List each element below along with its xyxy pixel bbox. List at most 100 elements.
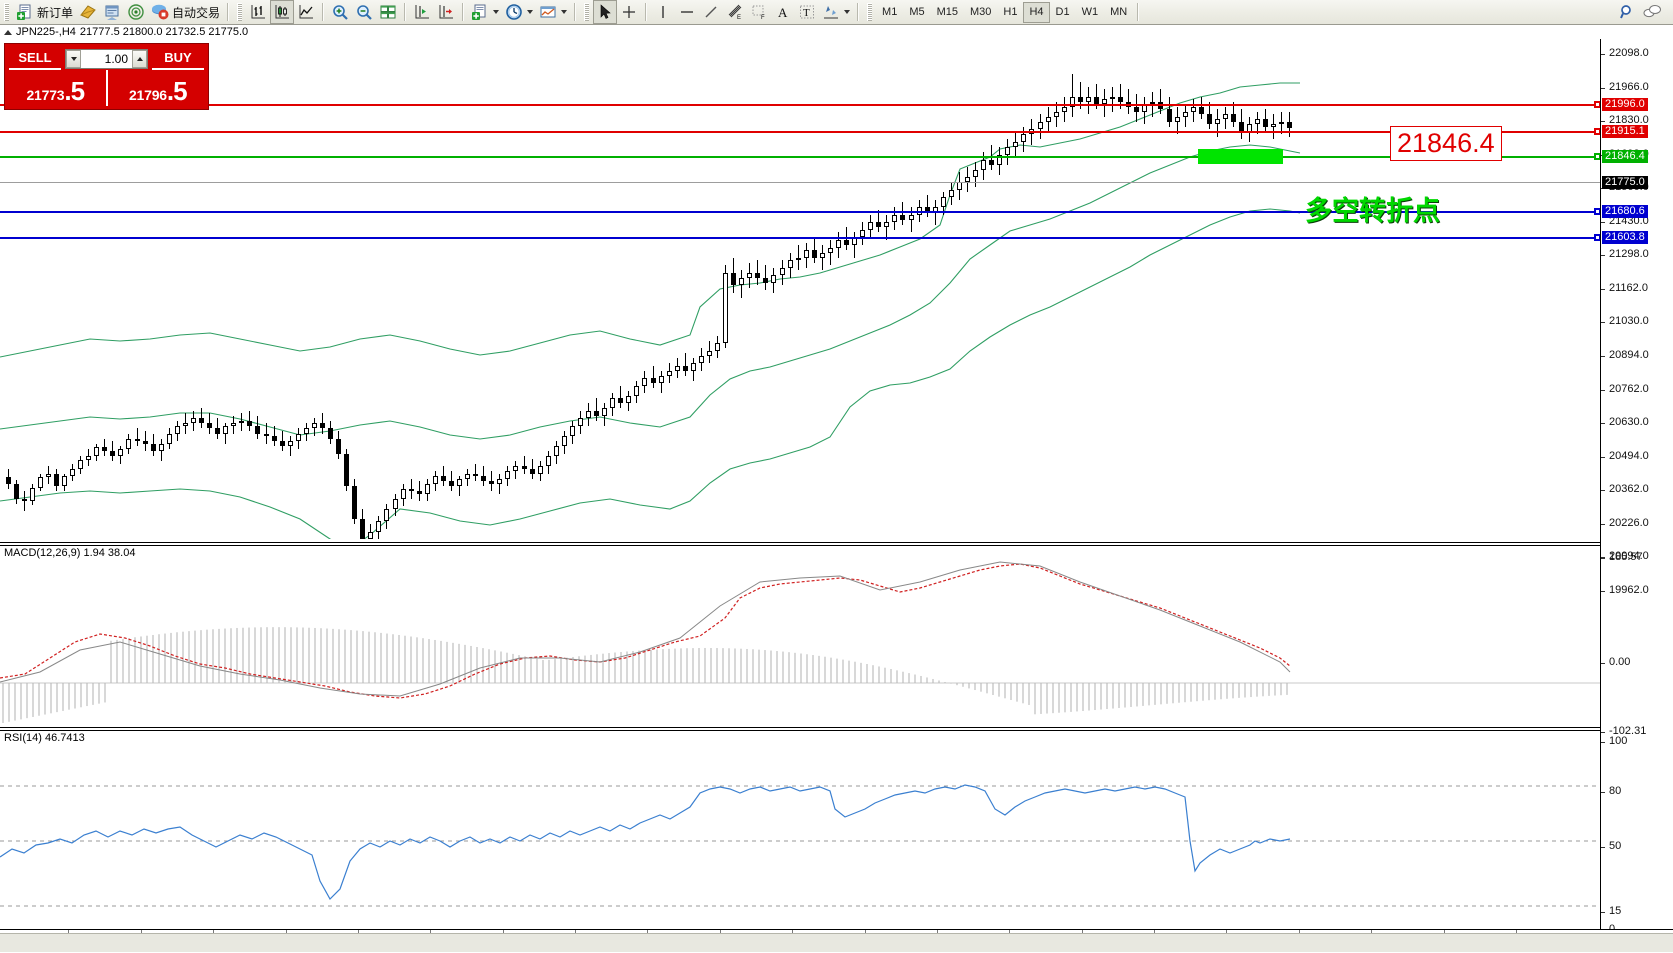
text-button[interactable]: A: [771, 1, 795, 23]
auto-scroll-button[interactable]: [434, 1, 458, 23]
sell-button[interactable]: SELL: [9, 48, 61, 70]
toolbar-separator-8: [1137, 3, 1139, 21]
candle-body: [393, 499, 398, 509]
horizontal-line-button[interactable]: [675, 1, 699, 23]
tab-timeframe-h4[interactable]: H4: [1023, 2, 1049, 23]
candle-body: [239, 421, 244, 424]
periods-button[interactable]: [502, 1, 536, 23]
crosshair-button[interactable]: [617, 1, 641, 23]
candle-body: [497, 479, 502, 484]
tile-windows-button[interactable]: [376, 1, 400, 23]
buy-price-decimal: .5: [167, 79, 187, 103]
rsi-pane[interactable]: [0, 731, 1601, 929]
buy-button[interactable]: BUY: [152, 48, 204, 70]
support-line-21603[interactable]: [0, 237, 1601, 239]
price-callout-label[interactable]: 21846.4: [1390, 126, 1502, 161]
bar-chart-button[interactable]: [246, 1, 270, 23]
fibo-fan-button[interactable]: F: [747, 1, 771, 23]
search-button[interactable]: [1615, 1, 1639, 23]
shapes-button[interactable]: [819, 1, 853, 23]
price-level-label[interactable]: 21680.6: [1602, 205, 1648, 218]
resistance-line-21996[interactable]: [0, 104, 1601, 106]
volume-decrease-button[interactable]: [66, 50, 81, 68]
line-chart-icon: [297, 3, 315, 21]
text-label-button[interactable]: T: [795, 1, 819, 23]
zoom-in-button[interactable]: [328, 1, 352, 23]
candle-body: [191, 418, 196, 423]
tab-timeframe-m30[interactable]: M30: [964, 2, 997, 23]
candle-wick: [1072, 74, 1073, 117]
sell-price-box[interactable]: 21773 .5: [5, 70, 106, 106]
pivot-line-21846[interactable]: [0, 156, 1601, 158]
candle-body: [1215, 119, 1220, 124]
cursor-button[interactable]: [593, 0, 617, 24]
price-axis[interactable]: 22098.021966.021830.021698.021566.021430…: [1600, 39, 1673, 952]
new-order-button[interactable]: 新订单: [13, 1, 76, 23]
candle-body: [868, 222, 873, 230]
resistance-line-21915[interactable]: [0, 131, 1601, 133]
toolbar-grip[interactable]: [4, 3, 9, 21]
turning-point-annotation[interactable]: 多空转折点: [1305, 189, 1440, 228]
collapse-triangle-icon[interactable]: [4, 30, 12, 35]
price-level-label[interactable]: 21603.8: [1602, 231, 1648, 244]
price-level-label[interactable]: 21915.1: [1602, 125, 1648, 138]
vertical-line-button[interactable]: [651, 1, 675, 23]
candlestick-chart-button[interactable]: [270, 0, 294, 24]
chevron-down-icon-4[interactable]: [844, 10, 850, 14]
chart-canvas[interactable]: 多空转折点 21846.4 MACD(12,26,9) 1.94 38.04 R…: [0, 39, 1673, 952]
volume-increase-button[interactable]: [132, 50, 147, 68]
candle-body: [247, 421, 252, 426]
candle-body: [973, 170, 978, 178]
chart-shift-button[interactable]: [410, 1, 434, 23]
one-click-trading-panel[interactable]: SELL 1.00 BUY 21773 .5 21796 .5: [4, 43, 209, 110]
toolbar-grip-2[interactable]: [237, 3, 242, 21]
chevron-down-icon-3[interactable]: [561, 10, 567, 14]
tab-timeframe-mn[interactable]: MN: [1104, 2, 1133, 23]
new-order-label: 新订单: [37, 4, 73, 21]
candle-body: [642, 378, 647, 386]
candle-body: [554, 446, 559, 456]
volume-stepper[interactable]: 1.00: [65, 49, 148, 69]
tab-timeframe-m5[interactable]: M5: [903, 2, 930, 23]
autotrading-button[interactable]: 自动交易: [148, 1, 223, 23]
zoom-out-button[interactable]: [352, 1, 376, 23]
chevron-down-icon-2[interactable]: [527, 10, 533, 14]
price-level-label[interactable]: 21775.0: [1602, 176, 1648, 189]
price-pane[interactable]: 多空转折点 21846.4: [0, 39, 1601, 539]
chat-icon: [1642, 3, 1660, 21]
macd-pane[interactable]: [0, 546, 1601, 726]
line-chart-button[interactable]: [294, 1, 318, 23]
candle-body: [626, 396, 631, 404]
expert-advisors-button[interactable]: [76, 1, 100, 23]
tab-timeframe-m15[interactable]: M15: [931, 2, 964, 23]
candle-body: [457, 479, 462, 487]
toolbar-grip-4[interactable]: [867, 3, 872, 21]
candle-body: [610, 398, 615, 408]
price-level-label[interactable]: 21996.0: [1602, 98, 1648, 111]
pivot-zone-highlight[interactable]: [1198, 149, 1283, 164]
chart-symbol-label: JPN225-,H4: [16, 26, 76, 38]
chevron-down-icon[interactable]: [493, 10, 499, 14]
candle-body: [941, 197, 946, 207]
candle-body: [723, 273, 728, 343]
toolbar-grip-3[interactable]: [584, 3, 589, 21]
candle-body: [1263, 119, 1268, 127]
tab-timeframe-d1[interactable]: D1: [1050, 2, 1076, 23]
price-level-label[interactable]: 21846.4: [1602, 150, 1648, 163]
network-button[interactable]: [124, 1, 148, 23]
rsi-tick: 100: [1601, 735, 1673, 747]
candle-body: [667, 371, 672, 376]
tab-timeframe-m1[interactable]: M1: [876, 2, 903, 23]
candle-wick: [830, 240, 831, 265]
templates-button[interactable]: [536, 1, 570, 23]
candle-body: [1175, 117, 1180, 122]
chat-button[interactable]: [1639, 1, 1663, 23]
tab-timeframe-h1[interactable]: H1: [997, 2, 1023, 23]
trendline-button[interactable]: [699, 1, 723, 23]
data-window-button[interactable]: [100, 1, 124, 23]
volume-value[interactable]: 1.00: [81, 52, 132, 66]
buy-price-box[interactable]: 21796 .5: [108, 70, 209, 106]
indicators-button[interactable]: [468, 1, 502, 23]
fibonacci-button[interactable]: E: [723, 1, 747, 23]
tab-timeframe-w1[interactable]: W1: [1076, 2, 1105, 23]
